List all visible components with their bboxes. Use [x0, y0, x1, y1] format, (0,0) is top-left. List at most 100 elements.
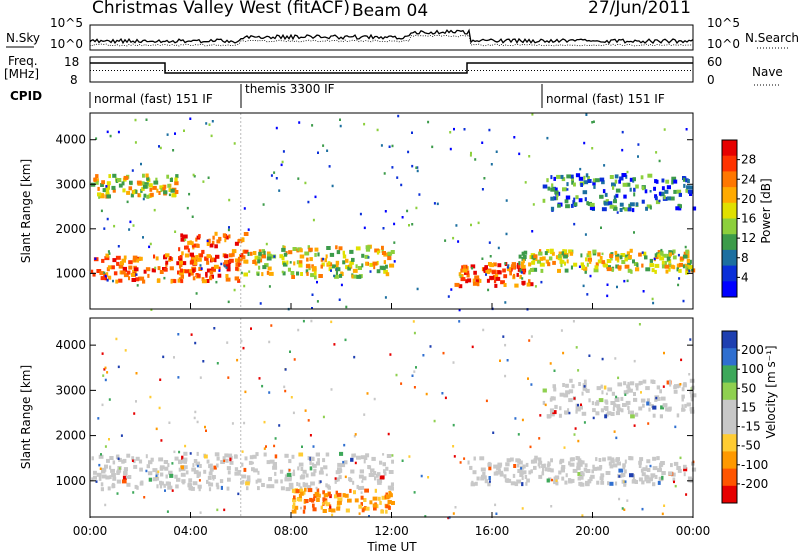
velocity-cell: [479, 456, 485, 461]
velocity-cell: [538, 474, 543, 479]
power-cell: [335, 271, 338, 275]
velocity-cell: [240, 339, 243, 343]
power-cell: [589, 259, 592, 264]
power-cell: [180, 274, 184, 279]
power-cell: [207, 176, 210, 179]
velocity-cell: [345, 508, 350, 513]
velocity-cell: [546, 478, 550, 483]
velocity-cell: [199, 376, 202, 379]
nave-label: Nave: [752, 65, 783, 79]
power-cell: [393, 260, 396, 263]
velocity-cell: [253, 468, 258, 473]
velocity-cell: [379, 500, 382, 505]
velocity-cell: [383, 471, 387, 476]
power-cell: [204, 256, 209, 261]
velocity-cell: [487, 462, 492, 467]
power-cell: [604, 192, 608, 197]
power-cell: [521, 280, 526, 285]
velocity-cell: [562, 383, 565, 387]
time-tick-label-1: 04:00: [173, 524, 208, 538]
power-cell: [585, 257, 588, 262]
power-cell: [551, 183, 554, 188]
power-cell: [335, 260, 340, 265]
power-cell: [321, 262, 325, 267]
velocity-cell: [148, 477, 153, 482]
velocity-cell: [197, 484, 202, 489]
velocity-cell: [178, 467, 181, 472]
power-cell: [243, 259, 248, 264]
velocity-cell: [356, 484, 359, 489]
power-cell: [96, 269, 102, 273]
power-cell: [673, 189, 677, 194]
power-cell: [592, 181, 596, 186]
power-cell: [619, 208, 623, 212]
velocity-cell: [624, 480, 627, 483]
velocity-cell: [538, 465, 541, 469]
power-cell: [132, 255, 138, 260]
power-cell: [540, 280, 543, 284]
velocity-cell: [292, 502, 296, 507]
velocity-cell: [173, 450, 176, 454]
velocity-cell: [429, 345, 432, 348]
power-cell: [180, 263, 183, 267]
velocity-cell: [316, 488, 320, 493]
velocity-cell: [92, 475, 97, 480]
velocity-cell: [692, 393, 697, 398]
power-colorbar-ticklabel-4: 12: [741, 231, 756, 245]
velocity-cell: [592, 416, 595, 420]
power-cell: [132, 269, 137, 274]
power-cell: [685, 178, 689, 183]
power-cell: [273, 171, 276, 174]
power-cell: [140, 162, 142, 166]
power-cell: [676, 267, 679, 272]
power-cell: [486, 278, 490, 283]
velocity-cell: [583, 379, 587, 384]
velocity-cell: [530, 469, 533, 474]
velocity-cell: [183, 457, 188, 462]
velocity-cell: [100, 453, 102, 456]
velocity-cell: [330, 388, 333, 391]
power-cell: [624, 264, 630, 269]
velocity-cell: [558, 413, 562, 418]
velocity-cell: [263, 452, 267, 457]
power-cell: [320, 264, 323, 269]
power-cell: [503, 283, 507, 287]
velocity-cell: [644, 477, 647, 482]
power-cell: [513, 136, 516, 139]
velocity-cell: [302, 319, 305, 323]
power-cell: [586, 201, 589, 206]
velocity-cell: [136, 485, 139, 490]
velocity-cell: [476, 476, 480, 481]
power-cell: [630, 269, 633, 274]
power-cell: [557, 268, 561, 273]
power-cell: [623, 279, 626, 283]
power-cell: [252, 260, 256, 264]
power-cell: [613, 195, 617, 200]
power-cell: [668, 250, 672, 255]
velocity-cell: [591, 401, 594, 406]
power-cell: [209, 270, 214, 275]
power-cell: [328, 165, 331, 168]
velocity-cell: [132, 491, 135, 494]
power-cell: [206, 242, 210, 246]
power-cell: [149, 242, 152, 246]
power-cell: [383, 269, 388, 274]
power-cell: [92, 272, 96, 277]
velocity-cell: [354, 433, 357, 436]
power-cell: [163, 276, 166, 280]
velocity-cell: [681, 404, 684, 409]
power-cell: [108, 174, 111, 179]
velocity-cell: [453, 455, 456, 458]
power-cell: [581, 264, 585, 269]
power-cell: [108, 275, 112, 280]
velocity-cell: [542, 388, 547, 393]
power-cell: [677, 283, 680, 287]
velocity-cell: [116, 492, 119, 495]
power-cell: [261, 254, 266, 259]
velocity-cell: [178, 459, 184, 464]
velocity-cell: [139, 481, 144, 486]
velocity-cell: [607, 387, 613, 392]
velocity-cell: [564, 410, 568, 415]
power-cell: [617, 265, 622, 270]
velocity-colorbar-swatch-7: [722, 451, 737, 470]
